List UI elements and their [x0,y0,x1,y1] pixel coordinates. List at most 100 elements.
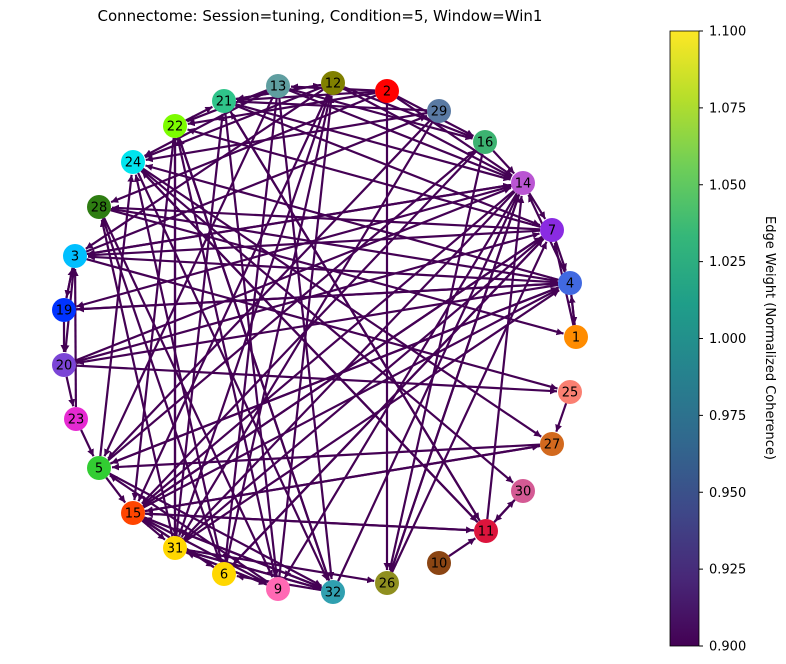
node-circle [427,99,451,123]
node-label: 2 [383,85,391,100]
node-11: 11 [474,519,498,543]
edge-26-7 [391,241,548,573]
node-label: 13 [270,80,287,95]
node-31: 31 [163,536,187,560]
edge-20-23 [65,376,76,407]
chart-title: Connectome: Session=tuning, Condition=5,… [98,7,543,25]
edge-7-28 [111,204,541,231]
edge-31-28 [99,219,174,537]
node-label: 14 [515,177,532,192]
edge-31-32 [186,550,321,590]
node-19: 19 [52,298,76,322]
edge-15-4 [143,288,560,509]
node-10: 10 [427,551,451,575]
edge-16-14 [492,150,516,175]
edge-14-15 [142,189,515,506]
edge-5-16 [107,149,476,462]
node-circle [511,479,535,503]
node-label: 32 [325,586,342,601]
colorbar-tick-label: 1.000 [709,332,746,347]
node-23: 23 [64,407,88,431]
node-label: 4 [566,277,574,292]
edge-28-6 [101,218,221,563]
edge-32-14 [337,194,519,582]
edge-2-28 [110,94,377,204]
node-layer: 1234567910111213141516192021222324252627… [52,71,588,604]
node-label: 21 [216,95,233,110]
node-label: 23 [68,413,85,428]
node-label: 15 [125,507,142,522]
edge-25-27 [555,402,568,433]
node-27: 27 [540,432,564,456]
node-32: 32 [321,580,345,604]
colorbar-tick-label: 1.050 [709,178,746,193]
node-circle [427,551,451,575]
node-circle [511,171,535,195]
node-label: 22 [167,120,184,135]
edge-19-4 [75,280,558,311]
node-circle [473,130,497,154]
colorbar-tick-label: 0.975 [709,409,746,424]
node-circle [163,536,187,560]
node-label: 11 [478,525,495,540]
node-circle [266,577,290,601]
colorbar-tick-label: 1.100 [709,25,746,40]
edge-6-12 [225,95,333,563]
node-label: 5 [95,462,103,477]
edge-14-31 [183,190,516,540]
node-circle [64,407,88,431]
edge-20-25 [75,364,558,395]
node-circle [87,195,111,219]
node-29: 29 [427,99,451,123]
edge-5-32 [109,472,323,587]
colorbar-tick-label: 1.075 [709,101,746,116]
colorbar-gradient [669,30,700,647]
node-label: 30 [515,485,532,500]
node-12: 12 [321,71,345,95]
node-label: 25 [562,386,579,401]
edge-23-5 [80,429,95,457]
node-label: 20 [56,359,73,374]
colorbar: 1.100 1.075 1.050 1.025 1.000 0.975 0.950 0.925… [669,25,777,655]
node-label: 10 [431,557,448,572]
node-15: 15 [121,501,145,525]
node-circle [558,271,582,295]
node-25: 25 [558,380,582,404]
node-circle [121,150,145,174]
edge-29-24 [145,111,428,163]
colorbar-tick-label: 0.950 [709,486,746,501]
edge-11-21 [229,111,481,522]
colorbar-ticks: 1.100 1.075 1.050 1.025 1.000 0.975 0.950 0.925… [699,25,746,655]
node-circle [212,562,236,586]
node-4: 4 [558,271,582,295]
node-2: 2 [375,79,399,103]
node-circle [52,298,76,322]
node-label: 27 [544,438,561,453]
node-label: 24 [125,156,142,171]
edge-28-4 [110,207,558,284]
node-7: 7 [540,218,564,242]
edge-14-19 [76,185,512,309]
node-circle [321,580,345,604]
edge-3-29 [85,114,428,253]
edge-11-30 [493,499,516,523]
colorbar-tick-label: 0.900 [709,640,746,655]
edge-1-4 [568,295,576,326]
edge-22-32 [177,137,330,581]
edge-15-27 [144,443,540,513]
edge-10-11 [448,537,476,558]
node-circle [564,325,588,349]
edge-24-27 [142,167,542,438]
edge-3-14 [86,182,511,256]
edge-15-31 [141,519,166,541]
node-circle [52,353,76,377]
node-circle [540,432,564,456]
node-16: 16 [473,130,497,154]
node-circle [121,501,145,525]
node-label: 6 [220,568,228,583]
node-1: 1 [564,325,588,349]
edge-15-9 [143,517,268,584]
node-circle [375,571,399,595]
node-label: 12 [325,77,342,92]
node-circle [163,114,187,138]
